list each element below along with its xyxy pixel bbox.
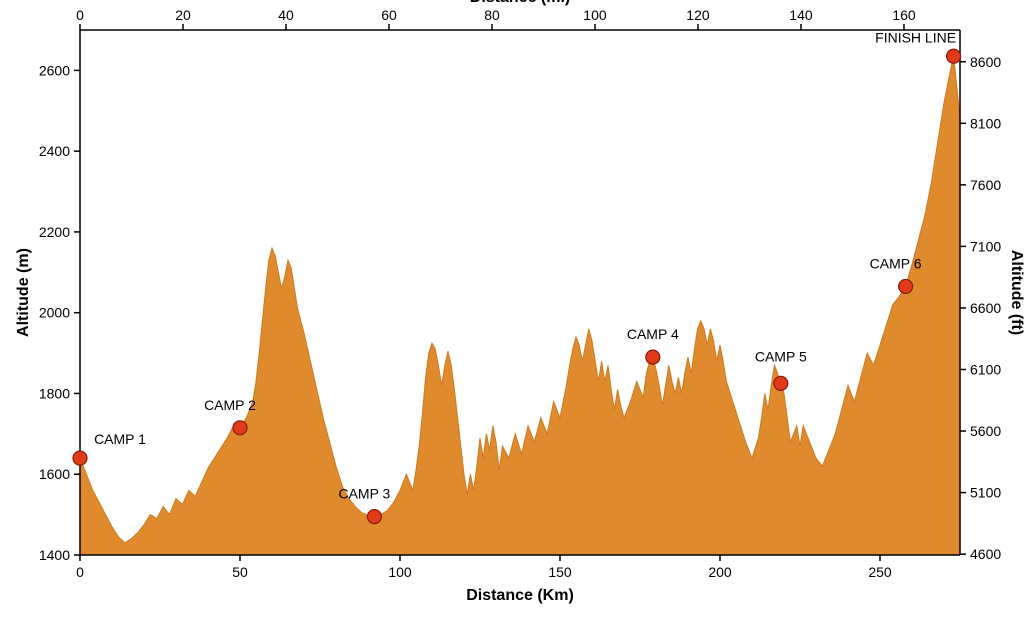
- x-top-tick-label: 60: [381, 7, 397, 23]
- camp-marker-label: CAMP 5: [755, 348, 807, 364]
- camp-marker: [774, 376, 788, 390]
- x-bottom-label: Distance (Km): [466, 587, 574, 604]
- camp-marker: [646, 350, 660, 364]
- camp-marker: [899, 279, 913, 293]
- camp-marker-label: CAMP 1: [94, 431, 146, 447]
- y-left-tick-label: 2600: [39, 62, 70, 78]
- y-right-tick-label: 7100: [970, 238, 1001, 254]
- y-left-tick-label: 2000: [39, 305, 70, 321]
- y-left-tick-label: 1400: [39, 547, 70, 563]
- y-right-tick-label: 7600: [970, 177, 1001, 193]
- y-right-tick-label: 6100: [970, 361, 1001, 377]
- y-right-label: Altitude (ft): [1008, 250, 1024, 335]
- camp-marker-label: CAMP 3: [338, 486, 390, 502]
- x-top-label: Distance (mi): [470, 0, 570, 6]
- camp-marker-label: FINISH LINE: [875, 29, 956, 45]
- elevation-chart: 0 50 100 150 200 250 Distance (Km) 0 20 40 60 80 100…: [0, 0, 1024, 623]
- y-left-tick-label: 2400: [39, 143, 70, 159]
- camp-marker-label: CAMP 4: [627, 326, 679, 342]
- y-left-tick-label: 1800: [39, 385, 70, 401]
- camp-marker-label: CAMP 6: [870, 255, 922, 271]
- camp-marker-label: CAMP 2: [204, 397, 256, 413]
- y-left-label: Altitude (m): [15, 248, 32, 337]
- camp-marker: [233, 421, 247, 435]
- camp-marker: [73, 451, 87, 465]
- y-right-tick-label: 8100: [970, 115, 1001, 131]
- x-bottom-tick-label: 250: [868, 564, 892, 580]
- y-right-tick-label: 8600: [970, 54, 1001, 70]
- y-right-tick-label: 4600: [970, 546, 1001, 562]
- x-bottom-tick-label: 200: [708, 564, 732, 580]
- camp-marker: [947, 49, 961, 63]
- x-bottom-tick-label: 50: [232, 564, 248, 580]
- y-right-tick-label: 5100: [970, 485, 1001, 501]
- x-top-tick-label: 120: [686, 7, 710, 23]
- x-top-tick-label: 100: [583, 7, 607, 23]
- y-right-tick-label: 6600: [970, 300, 1001, 316]
- x-top-tick-label: 160: [892, 7, 916, 23]
- x-bottom-tick-label: 0: [76, 564, 84, 580]
- x-bottom-tick-label: 100: [388, 564, 412, 580]
- x-top-tick-label: 80: [484, 7, 500, 23]
- y-left-tick-label: 2200: [39, 224, 70, 240]
- x-top-tick-label: 140: [789, 7, 813, 23]
- y-right-tick-label: 5600: [970, 423, 1001, 439]
- chart-canvas: 0 50 100 150 200 250 Distance (Km) 0 20 40 60 80 100…: [0, 0, 1024, 623]
- x-bottom-tick-label: 150: [548, 564, 572, 580]
- x-top-tick-label: 0: [76, 7, 84, 23]
- x-top-tick-label: 40: [278, 7, 294, 23]
- camp-marker: [367, 510, 381, 524]
- y-left-tick-label: 1600: [39, 466, 70, 482]
- x-top-tick-label: 20: [175, 7, 191, 23]
